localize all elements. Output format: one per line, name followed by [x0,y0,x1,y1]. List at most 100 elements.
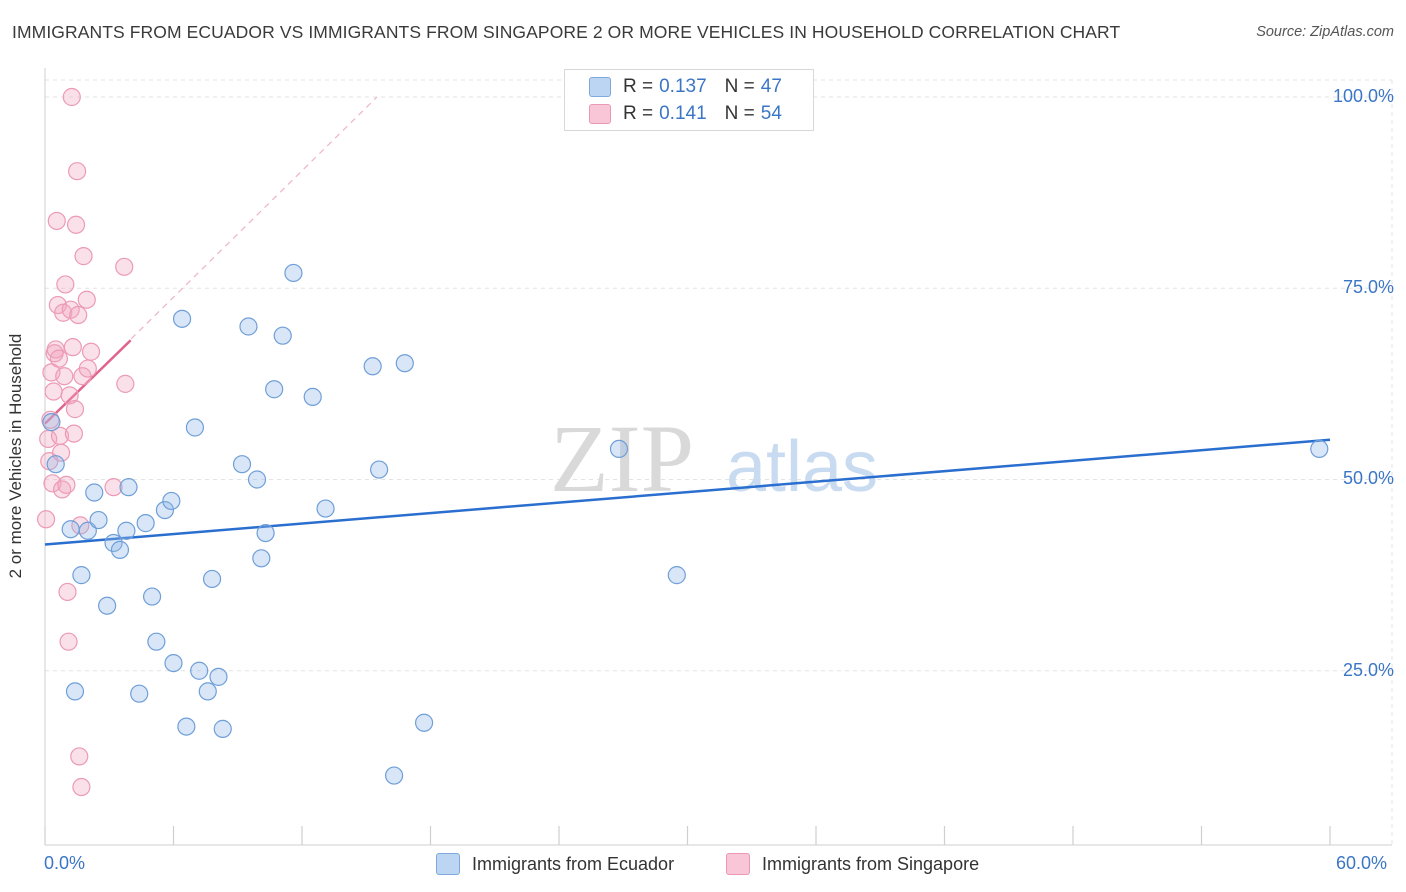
ecuador-point-41 [395,354,414,373]
ecuador-point-19 [164,653,183,673]
ecuador-point-31 [252,549,271,568]
singapore-point-24 [63,338,82,357]
ecuador-point-34 [273,326,292,345]
ecuador-point-25 [202,569,222,589]
legend-singapore-r-label: R = [623,103,654,124]
ecuador-point-14 [136,514,155,533]
ecuador-point-8 [98,596,117,615]
singapore-point-36 [78,359,97,378]
ecuador-point-12 [119,478,138,497]
source-credit: Source: ZipAtlas.com [1256,24,1394,40]
ecuador-point-21 [177,717,196,736]
singapore-point-13 [51,443,71,462]
bottom-legend-singapore-label: Immigrants from Singapore [762,853,980,874]
singapore-point-40 [116,374,135,393]
singapore-point-6 [44,382,63,401]
ecuador-point-29 [239,317,258,336]
ecuador-point-26 [209,667,228,686]
singapore-point-9 [47,211,66,231]
y-tick-label-50: 50.0% [1342,468,1394,488]
legend-singapore-n-label: N = [724,103,755,124]
singapore-point-0 [36,510,56,529]
ecuador-point-42 [414,713,434,732]
singapore-point-11 [49,349,69,368]
ecuador-point-11 [117,521,136,540]
ecuador-point-27 [213,719,232,738]
x-tick-label-min: 0.0% [44,853,86,873]
axes [44,68,1392,846]
trend-line-singapore [44,339,132,425]
singapore-point-19 [58,582,77,602]
zipatlas-watermark: ZIP atlas [550,405,878,512]
singapore-point-17 [56,275,75,294]
ecuador-point-10 [110,540,130,559]
series-singapore-points [36,87,135,797]
legend-row-ecuador: R = 0.137 N = 47 [589,76,782,98]
singapore-point-39 [115,257,134,276]
legend-singapore-r-value: 0.141 [659,103,707,124]
singapore-point-16 [55,367,74,386]
singapore-point-23 [62,87,81,107]
bottom-legend-swatch-singapore [726,853,750,875]
x-tick-label-max: 60.0% [1336,853,1388,873]
ecuador-point-16 [147,632,166,651]
singapore-point-18 [57,475,76,494]
ecuador-point-23 [190,661,209,680]
ecuador-point-36 [303,387,322,406]
ecuador-point-0 [42,413,61,432]
watermark-atlas: atlas [726,427,878,507]
ecuador-point-1 [46,455,65,474]
ecuador-point-30 [247,470,267,489]
singapore-point-35 [77,290,96,309]
ecuador-point-28 [232,455,252,474]
series-ecuador-points [42,263,1329,785]
singapore-point-29 [69,305,88,325]
singapore-point-5 [43,474,62,493]
ecuador-point-3 [65,682,85,701]
watermark-zip: ZIP [550,405,694,512]
ecuador-point-9 [104,533,123,553]
ecuador-point-32 [256,523,275,543]
correlation-legend: R = 0.137 N = 47 R = 0.141 N = 54 [564,69,814,131]
ecuador-point-22 [185,418,205,437]
singapore-point-32 [72,777,91,797]
singapore-point-28 [68,162,87,181]
singapore-point-38 [104,478,123,497]
legend-swatch-singapore [589,104,611,124]
ecuador-point-20 [172,309,192,328]
singapore-point-26 [65,400,85,419]
bottom-legend-ecuador: Immigrants from Ecuador [436,852,674,876]
bottom-legend-ecuador-label: Immigrants from Ecuador [472,853,675,874]
ecuador-point-2 [61,520,80,539]
legend-ecuador-r-value: 0.137 [659,76,707,97]
legend-row-singapore: R = 0.141 N = 54 [589,103,782,125]
legend-ecuador-n-value: 47 [760,76,782,97]
ecuador-point-13 [130,684,149,703]
y-tick-label-100: 100.0% [1332,86,1394,106]
ecuador-point-44 [667,566,686,585]
legend-swatch-ecuador [589,77,611,97]
ecuador-point-43 [609,439,629,458]
ecuador-point-33 [265,380,284,399]
singapore-point-25 [64,424,84,443]
ecuador-point-6 [85,483,104,502]
legend-ecuador-r-label: R = [623,76,654,97]
ecuador-point-24 [198,682,217,701]
ecuador-point-15 [142,587,162,606]
legend-ecuador-n-label: N = [724,76,755,97]
ecuador-point-37 [316,499,335,518]
ecuador-point-40 [384,766,404,785]
singapore-point-21 [60,386,79,405]
ecuador-point-45 [1310,439,1329,458]
bottom-legend-singapore: Immigrants from Singapore [726,852,979,876]
y-tick-label-75: 75.0% [1342,277,1394,297]
y-axis-label: 2 or more Vehicles in Household [6,333,25,579]
chart-title: IMMIGRANTS FROM ECUADOR VS IMMIGRANTS FR… [12,22,1121,42]
ecuador-point-7 [89,510,108,530]
singapore-point-27 [66,215,86,234]
ecuador-point-5 [78,521,97,540]
singapore-point-20 [59,632,78,651]
ecuador-point-35 [284,263,303,283]
singapore-point-30 [70,747,89,766]
